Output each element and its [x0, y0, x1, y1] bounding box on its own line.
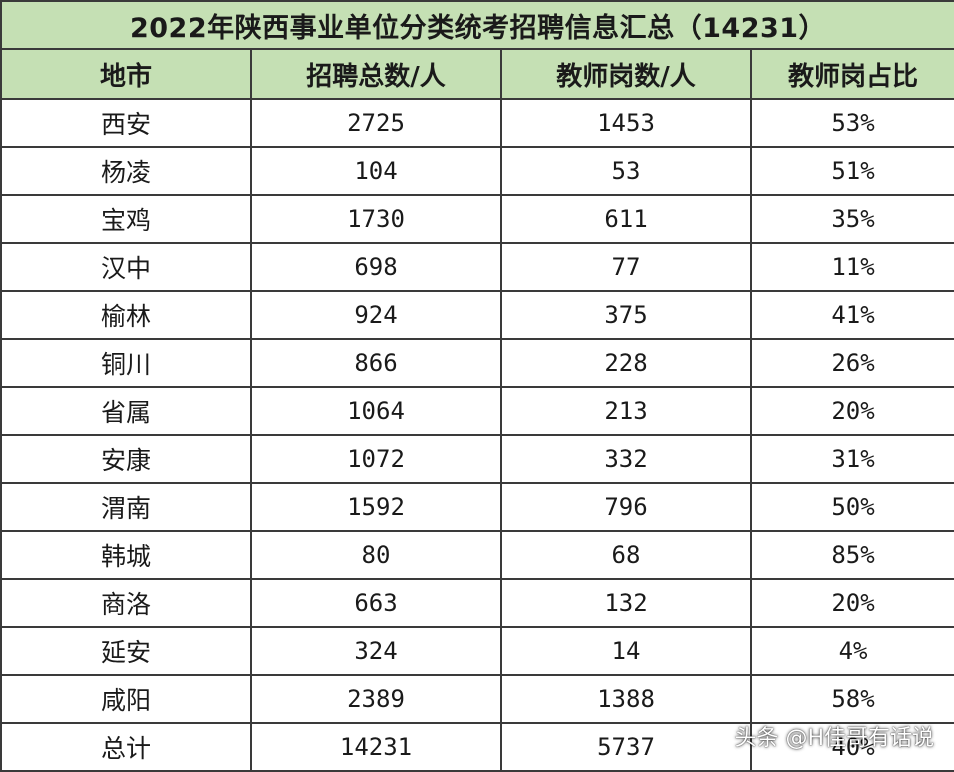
teacher-ratio-cell: 26%: [749, 338, 954, 388]
header-city: 地市: [0, 48, 252, 100]
city-cell: 总计: [0, 722, 252, 772]
city-cell: 汉中: [0, 242, 252, 292]
total-recruits-cell: 324: [250, 626, 502, 676]
teacher-ratio-cell: 85%: [749, 530, 954, 580]
city-cell: 延安: [0, 626, 252, 676]
teacher-posts-cell: 228: [500, 338, 752, 388]
table-row: 西安 2725 1453 53%: [0, 98, 954, 148]
total-recruits-cell: 2725: [250, 98, 502, 148]
table-row: 汉中 698 77 11%: [0, 242, 954, 292]
teacher-ratio-cell: 31%: [749, 434, 954, 484]
teacher-ratio-cell: 40%: [749, 722, 954, 772]
teacher-ratio-cell: 53%: [749, 98, 954, 148]
teacher-posts-cell: 1388: [500, 674, 752, 724]
city-cell: 榆林: [0, 290, 252, 340]
table-row: 安康 1072 332 31%: [0, 434, 954, 484]
table-row: 渭南 1592 796 50%: [0, 482, 954, 532]
teacher-posts-cell: 68: [500, 530, 752, 580]
teacher-ratio-cell: 51%: [749, 146, 954, 196]
total-recruits-cell: 2389: [250, 674, 502, 724]
title-row: 2022年陕西事业单位分类统考招聘信息汇总（14231）: [0, 0, 954, 50]
header-row: 地市 招聘总数/人 教师岗数/人 教师岗占比: [0, 48, 954, 100]
total-recruits-cell: 80: [250, 530, 502, 580]
teacher-ratio-cell: 4%: [749, 626, 954, 676]
header-teacher-posts: 教师岗数/人: [500, 48, 752, 100]
city-cell: 西安: [0, 98, 252, 148]
teacher-ratio-cell: 20%: [749, 578, 954, 628]
city-cell: 铜川: [0, 338, 252, 388]
teacher-posts-cell: 1453: [500, 98, 752, 148]
table-body: 西安 2725 1453 53% 杨凌 104 53 51% 宝鸡 1730 611 35% 汉中 698…: [0, 98, 954, 772]
teacher-ratio-cell: 35%: [749, 194, 954, 244]
teacher-posts-cell: 53: [500, 146, 752, 196]
total-recruits-cell: 14231: [250, 722, 502, 772]
table-row: 商洛 663 132 20%: [0, 578, 954, 628]
teacher-posts-cell: 132: [500, 578, 752, 628]
teacher-ratio-cell: 50%: [749, 482, 954, 532]
total-recruits-cell: 866: [250, 338, 502, 388]
total-recruits-cell: 1064: [250, 386, 502, 436]
teacher-ratio-cell: 20%: [749, 386, 954, 436]
table-row: 韩城 80 68 85%: [0, 530, 954, 580]
teacher-ratio-cell: 11%: [749, 242, 954, 292]
city-cell: 宝鸡: [0, 194, 252, 244]
teacher-posts-cell: 332: [500, 434, 752, 484]
total-recruits-cell: 1730: [250, 194, 502, 244]
header-teacher-ratio: 教师岗占比: [749, 48, 954, 100]
table-row: 宝鸡 1730 611 35%: [0, 194, 954, 244]
table-row: 铜川 866 228 26%: [0, 338, 954, 388]
city-cell: 咸阳: [0, 674, 252, 724]
table-row: 咸阳 2389 1388 58%: [0, 674, 954, 724]
teacher-ratio-cell: 58%: [749, 674, 954, 724]
city-cell: 韩城: [0, 530, 252, 580]
table-title: 2022年陕西事业单位分类统考招聘信息汇总（14231）: [0, 0, 954, 50]
teacher-ratio-cell: 41%: [749, 290, 954, 340]
city-cell: 渭南: [0, 482, 252, 532]
teacher-posts-cell: 611: [500, 194, 752, 244]
teacher-posts-cell: 375: [500, 290, 752, 340]
teacher-posts-cell: 77: [500, 242, 752, 292]
teacher-posts-cell: 213: [500, 386, 752, 436]
teacher-posts-cell: 796: [500, 482, 752, 532]
total-recruits-cell: 698: [250, 242, 502, 292]
city-cell: 省属: [0, 386, 252, 436]
teacher-posts-cell: 14: [500, 626, 752, 676]
total-recruits-cell: 104: [250, 146, 502, 196]
city-cell: 杨凌: [0, 146, 252, 196]
table-row: 延安 324 14 4%: [0, 626, 954, 676]
total-recruits-cell: 1072: [250, 434, 502, 484]
table-row: 榆林 924 375 41%: [0, 290, 954, 340]
teacher-posts-cell: 5737: [500, 722, 752, 772]
table-row: 杨凌 104 53 51%: [0, 146, 954, 196]
total-recruits-cell: 663: [250, 578, 502, 628]
city-cell: 安康: [0, 434, 252, 484]
total-recruits-cell: 924: [250, 290, 502, 340]
table-row: 省属 1064 213 20%: [0, 386, 954, 436]
table-row: 总计 14231 5737 40%: [0, 722, 954, 772]
city-cell: 商洛: [0, 578, 252, 628]
total-recruits-cell: 1592: [250, 482, 502, 532]
header-total-recruits: 招聘总数/人: [250, 48, 502, 100]
